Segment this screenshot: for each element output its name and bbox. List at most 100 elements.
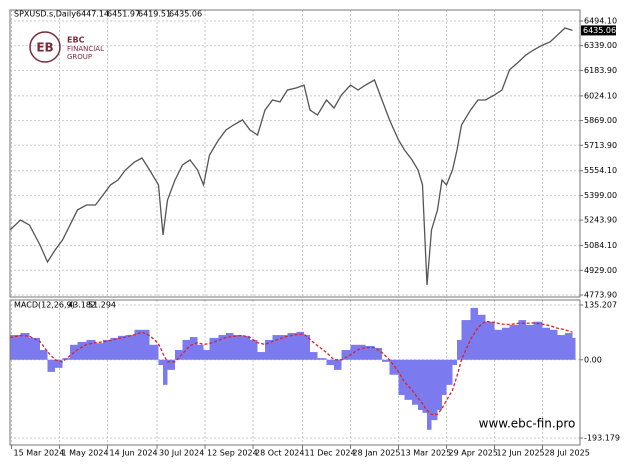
y-tick-label: 6494.10 [584,17,617,26]
y-tick-label: 6183.90 [584,66,617,75]
histogram-bar [110,337,118,360]
histogram-bar [257,352,265,360]
histogram-bar [103,339,111,360]
histogram-bar [304,335,310,360]
last-price-tag [581,25,616,36]
x-tick-label: 12 Sep 2024 [207,449,258,458]
price-frame [9,9,581,298]
histogram-bar [557,335,565,360]
data-layer: 6494.10 6339.00 6183.90 6024.10 5869.00 5713.… [9,17,620,458]
x-tick-label: 29 Apr 2025 [449,449,498,458]
histogram-bar [526,324,534,360]
y-tick-label: 5554.10 [584,166,617,175]
histogram-bar [398,359,405,395]
x-tick-label: 14 Jun 2024 [110,449,158,458]
histogram-bar [197,344,204,360]
y-tick-label: 5869.00 [584,116,617,125]
histogram-bar [478,314,486,360]
macd-header: MACD(12,26,9) 43.182 51.294 [14,301,116,310]
histogram-bar [389,359,399,375]
series-line [9,320,573,416]
histogram-bar [412,359,418,405]
histogram-bar [250,339,258,360]
histogram-bar [485,321,495,360]
x-tick-label: 11 Dec 2024 [305,449,356,458]
histogram-bar [365,345,375,360]
histogram-bar [47,359,55,372]
histogram-bar [218,335,226,360]
histogram-bar [461,320,471,360]
histogram-bar [518,320,526,360]
histogram-bar [452,359,457,366]
histogram-bar [509,324,519,360]
histogram-bar [494,329,502,360]
histogram-bar [10,335,21,360]
x-tick-label: 28 Jan 2025 [353,449,401,458]
histogram-bar [209,337,219,360]
histogram-bar [382,359,390,362]
histogram-bar [86,339,96,360]
x-tick-label: 13 Mar 2025 [401,449,452,458]
x-tick-label: 1 May 2024 [62,449,109,458]
histogram-bar [310,352,318,360]
x-tick-label: 28 Oct 2024 [255,449,304,458]
histogram-bar [167,359,175,370]
histogram-bar [134,329,142,360]
histogram-bar [175,350,183,360]
histogram-bar [149,344,159,360]
histogram-bar [404,359,412,400]
low: 6419.51 [138,10,171,19]
histogram-bar [77,341,87,360]
histogram-bar [125,335,135,360]
histogram-bar [182,339,190,360]
histogram-bar [29,337,40,360]
indicator-value: 43.182 [68,301,96,310]
x-tick-label: 28 Jul 2025 [545,449,590,458]
series-line [9,27,573,285]
y-tick-label: 135.207 [584,300,617,309]
logo-line: FINANCIAL [67,45,104,53]
histogram-bar [40,350,48,360]
histogram-bar [190,337,198,360]
y-tick-label: 5084.10 [584,241,617,250]
histogram-bar [20,333,30,360]
histogram-bar [233,335,243,360]
histogram-bar [341,350,351,360]
histogram-bar [242,335,250,360]
histogram-bar [446,359,453,385]
histogram-bar [422,359,427,413]
macd-frame [9,299,581,446]
histogram-bar [542,327,550,360]
histogram-bar [431,359,438,421]
histogram-bar [358,344,366,360]
histogram-bar [55,359,63,368]
histogram-bar [226,333,234,360]
histogram-bar [317,358,327,360]
x-tick-label: 30 Jul 2024 [159,449,204,458]
last-price-label: 6435.06 [583,26,616,35]
histogram-bar [163,359,168,385]
histogram-bar [280,335,288,360]
histogram-bar [142,329,150,360]
indicator-value: 51.294 [88,301,116,310]
histogram-bar [374,348,382,360]
y-tick-label: 6024.10 [584,91,617,100]
histogram-bar [502,327,510,360]
header: SPXUSD.s,Daily 6447.14 6451.97 6419.51 6… [14,10,202,19]
histogram-bar [287,333,297,360]
logo-mark: EB [36,41,53,55]
open: 6447.14 [76,10,109,19]
y-tick-label: 4929.00 [584,266,617,275]
histogram-bar [95,343,103,360]
histogram-bar [272,335,280,360]
logo-line: GROUP [67,53,92,61]
watermark: www.ebc-fin.pro [479,417,576,431]
logo-name: EBC [67,36,85,45]
logo: EB EBC FINANCIAL GROUP [29,31,104,63]
histogram-bar [265,339,273,360]
logo-ring [29,31,61,63]
histogram-bar [565,333,573,360]
histogram-bar [203,350,210,360]
